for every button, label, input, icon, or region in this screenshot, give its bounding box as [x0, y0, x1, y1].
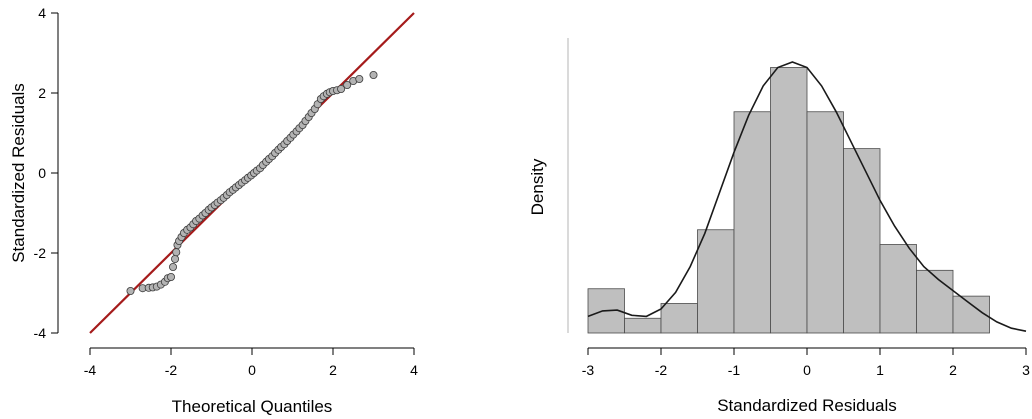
density-curve: [587, 61, 1027, 332]
qq-point: [171, 254, 180, 263]
hist-bars: [587, 67, 990, 334]
hist-x-tick-label: 0: [803, 362, 811, 378]
hist-x-tick-label: -2: [655, 362, 668, 378]
qq-x-ticks: -4 -2 0 2 4: [84, 348, 418, 378]
hist-x-tick-label: 1: [876, 362, 884, 378]
hist-x-axis-title: Standardized Residuals: [717, 396, 897, 415]
qq-y-tick-label: 0: [38, 165, 46, 181]
qq-y-tick-label: 4: [38, 5, 46, 21]
qq-x-tick-label: -2: [165, 362, 178, 378]
qq-y-ticks: -4 -2 0 2 4: [34, 5, 58, 341]
hist-bar: [952, 295, 990, 334]
qq-x-axis-title: Theoretical Quantiles: [172, 397, 333, 416]
qq-x-tick-label: 4: [410, 362, 418, 378]
histogram-panel: -3 -2 -1 0 1 2 3 Standardized Residuals Densit…: [528, 38, 1030, 415]
hist-bar: [624, 317, 662, 334]
hist-x-tick-label: -3: [582, 362, 595, 378]
qq-point: [169, 262, 178, 271]
hist-bar: [733, 111, 771, 334]
qq-y-tick-label: 2: [38, 85, 46, 101]
qq-y-tick-label: -4: [34, 325, 47, 341]
hist-bar: [660, 303, 698, 334]
hist-bar: [806, 111, 844, 334]
qq-point: [172, 248, 181, 257]
hist-density-curve-group: [587, 61, 1027, 332]
hist-bar: [879, 244, 917, 334]
qq-y-tick-label: -2: [34, 245, 47, 261]
hist-bar: [697, 229, 735, 334]
qq-point: [166, 272, 175, 281]
qq-plot-panel: -4 -2 0 2 4 -4 -2 0 2 4 Theoretical Quantiles St…: [9, 5, 418, 416]
hist-bar: [843, 148, 881, 334]
qq-point: [355, 75, 364, 84]
hist-x-tick-label: 2: [949, 362, 957, 378]
qq-point: [369, 71, 378, 80]
qq-point: [126, 286, 135, 295]
hist-x-ticks: -3 -2 -1 0 1 2 3: [582, 348, 1030, 378]
hist-bar: [916, 269, 954, 334]
qq-point: [343, 81, 352, 90]
hist-y-axis-title: Density: [528, 158, 547, 215]
qq-points: [126, 71, 378, 295]
qq-x-tick-label: -4: [84, 362, 97, 378]
hist-x-tick-label: 3: [1022, 362, 1030, 378]
qq-y-axis-title: Standardized Residuals: [9, 83, 28, 263]
hist-x-tick-label: -1: [728, 362, 741, 378]
qq-point: [337, 85, 346, 94]
hist-bar: [770, 67, 808, 334]
qq-x-tick-label: 2: [329, 362, 337, 378]
qq-x-tick-label: 0: [248, 362, 256, 378]
